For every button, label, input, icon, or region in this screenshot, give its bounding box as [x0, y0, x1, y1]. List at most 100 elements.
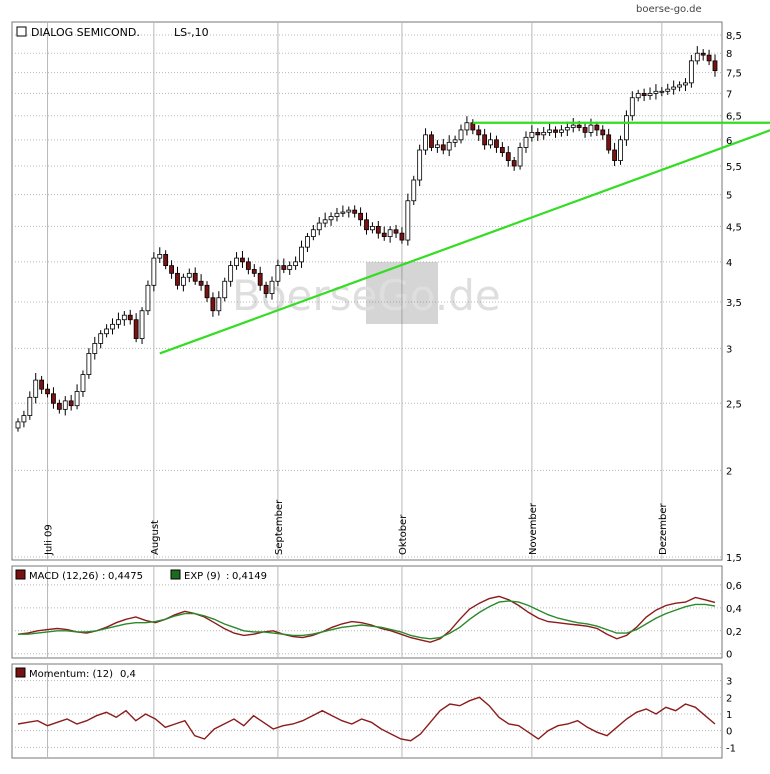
candle-body	[80, 374, 86, 392]
macd-legend-name: MACD (12,26)	[29, 571, 99, 582]
price-tick-label: 5	[726, 191, 732, 202]
price-tick-label: 4,5	[726, 222, 742, 233]
macd-series-line	[18, 600, 716, 640]
price-tick-label: 5,5	[726, 162, 742, 173]
candle-body	[635, 93, 641, 99]
x-tick-label: Dezember	[658, 503, 669, 555]
candle-body	[210, 297, 216, 312]
momentum-tick-label: 3	[726, 677, 732, 688]
candle-body	[606, 134, 612, 151]
candle-body	[104, 328, 110, 335]
candle-body	[228, 265, 234, 282]
candle-body	[68, 400, 74, 407]
candle-body	[316, 222, 322, 231]
momentum-tick-label: 2	[726, 693, 732, 704]
x-tick-label: August	[150, 520, 161, 555]
axis-layer: 1,5 2 2,5 3 3,5 4 4,5 5 5,5 6 6,5 7 7,5 8 8,5 Juli 09 Au…	[44, 31, 742, 754]
candle-body	[346, 209, 352, 213]
candle-body	[700, 52, 706, 56]
macd-tick-label: 0,6	[726, 581, 742, 592]
candle-body	[305, 236, 310, 248]
candle-body	[175, 272, 180, 286]
candle-body	[499, 147, 505, 154]
macd-series-line	[17, 595, 716, 643]
candle-body	[116, 319, 121, 325]
candle-body	[559, 129, 564, 133]
candle-body	[234, 257, 239, 267]
candle-body	[180, 276, 186, 286]
candle-body	[653, 90, 659, 94]
candle-body	[145, 284, 151, 312]
candle-body	[434, 144, 440, 148]
source-note: boerse-go.de	[636, 4, 702, 15]
candle-body	[452, 139, 458, 143]
candle-body	[659, 90, 665, 93]
candle-body	[600, 129, 606, 136]
candle-body	[440, 144, 446, 151]
x-tick-label: Oktober	[398, 514, 409, 555]
candle-body	[127, 314, 133, 321]
candle-body	[381, 232, 387, 237]
candle-body	[216, 297, 222, 312]
price-tick-label: 7,5	[726, 69, 742, 80]
candle-body	[364, 219, 369, 231]
candle-body	[186, 272, 192, 278]
candle-body	[564, 127, 570, 131]
candle-body	[706, 54, 712, 62]
momentum-tick-label: 1	[726, 710, 732, 721]
candle-body	[204, 284, 210, 299]
candle-body	[328, 216, 334, 221]
candle-body	[157, 254, 163, 259]
momentum-panel-frame	[11, 663, 723, 759]
candle-body	[352, 209, 358, 214]
x-tick-label: Juli 09	[44, 524, 55, 556]
candle-body	[293, 261, 299, 267]
candle-body	[671, 86, 677, 90]
momentum-tick-label: 0	[726, 727, 732, 738]
price-tick-label: 4	[726, 258, 732, 269]
candle-body	[198, 280, 204, 286]
macd-panel-frame	[11, 565, 723, 659]
candle-body	[618, 139, 623, 161]
candle-body	[192, 272, 198, 282]
candle-body	[340, 211, 346, 214]
signal-legend-value: 0,4149	[232, 571, 267, 582]
candle-body	[169, 265, 174, 274]
momentum-legend-swatch	[15, 667, 26, 678]
candle-body	[677, 84, 682, 88]
candle-body	[375, 225, 381, 234]
candle-body	[429, 134, 434, 148]
candle-body	[417, 149, 423, 181]
candle-body	[594, 124, 600, 131]
candle-body	[163, 254, 169, 267]
macd-tick-label: 0,4	[726, 604, 742, 615]
candle-body	[15, 421, 21, 429]
candle-body	[98, 333, 104, 344]
watermark-box	[366, 262, 438, 324]
candle-body	[92, 343, 98, 354]
candle-body	[547, 129, 553, 133]
candle-body	[245, 261, 251, 270]
macd-legend-swatch	[15, 569, 26, 580]
candle-body	[139, 310, 145, 339]
price-tick-label: 2	[726, 466, 732, 477]
candle-body	[133, 319, 139, 339]
candle-body	[623, 115, 629, 141]
candle-body	[387, 229, 393, 237]
candle-body	[612, 149, 617, 161]
candle-body	[641, 93, 647, 96]
candle-body	[222, 280, 228, 299]
candle-body	[334, 212, 340, 217]
candle-body	[281, 265, 287, 270]
momentum-series-line	[17, 696, 716, 742]
candle-body	[269, 280, 275, 294]
candle-body	[423, 134, 428, 151]
candle-body	[647, 93, 653, 96]
candle-body	[458, 129, 464, 141]
candle-body	[322, 219, 328, 224]
candle-body	[476, 129, 482, 136]
candle-body	[287, 265, 293, 270]
candle-body	[511, 160, 517, 167]
candle-body	[494, 139, 499, 148]
macd-layer	[17, 595, 716, 643]
